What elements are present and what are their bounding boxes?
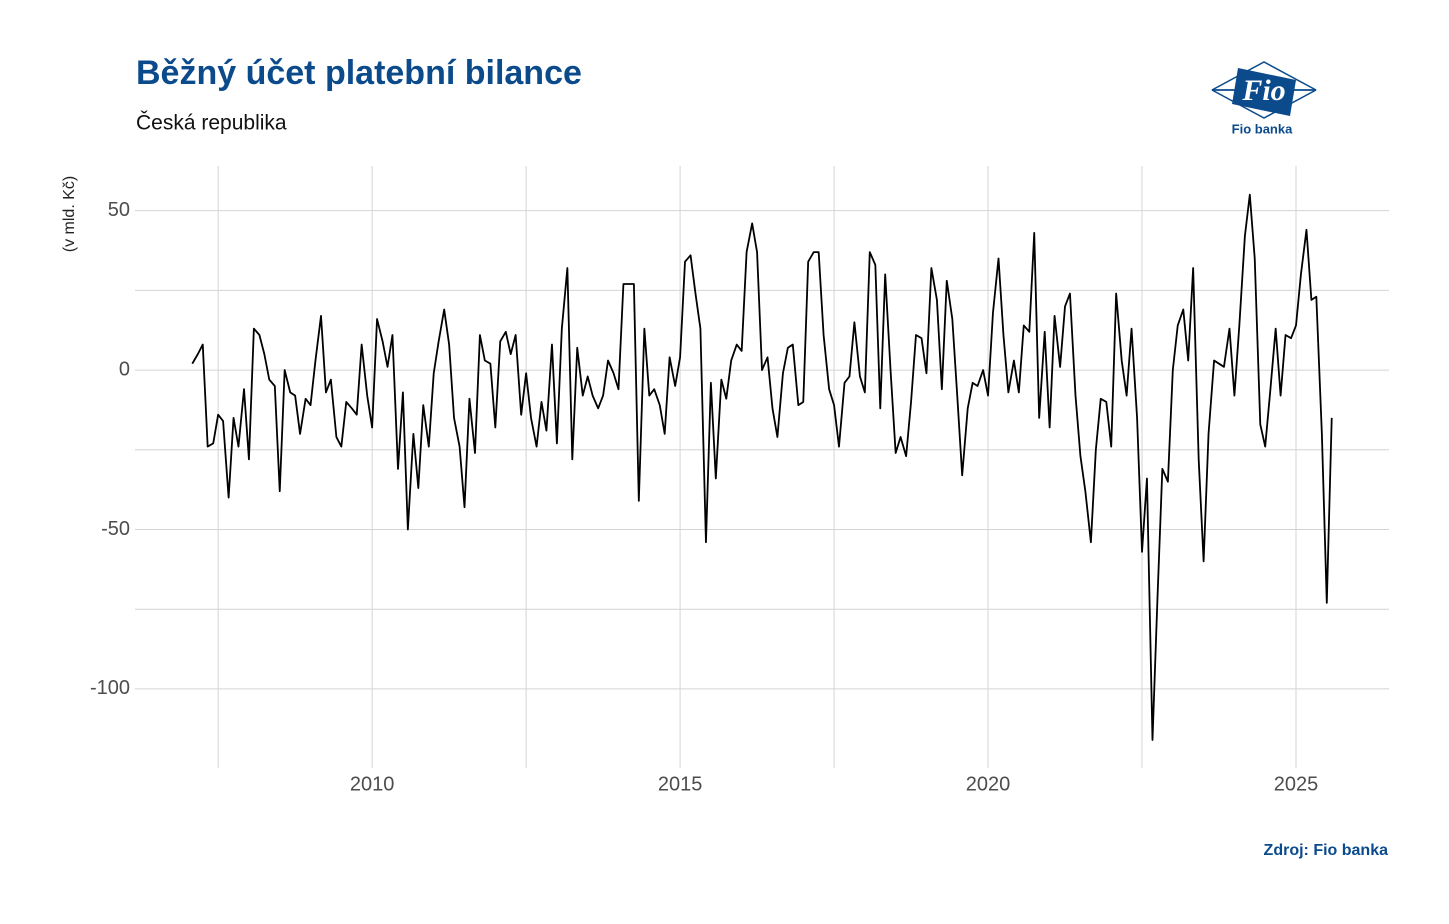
chart-title: Běžný účet platební bilance [136, 54, 582, 92]
y-tick-label: 0 [119, 358, 130, 380]
x-tick-label: 2015 [658, 773, 703, 795]
y-tick-label: -100 [90, 677, 130, 699]
data-line [191, 193, 1333, 741]
y-axis-label: (v mld. Kč) [61, 176, 78, 252]
x-tick-label: 2020 [966, 773, 1011, 795]
logo-shape [1232, 68, 1296, 116]
logo-name: Fio banka [1232, 121, 1293, 136]
logo: Fio Fio banka [1211, 61, 1317, 136]
y-tick-label: -50 [101, 518, 130, 540]
plot-area: 2010 2015 2020 2025 -100 -50 0 50 [90, 166, 1389, 795]
x-tick-label: 2010 [350, 773, 395, 795]
logo-mark: Fio [1241, 74, 1285, 107]
x-tick-label: 2025 [1274, 773, 1319, 795]
chart-subtitle: Česká republika [136, 112, 287, 135]
y-tick-label: 50 [108, 199, 130, 221]
source: Zdroj: Fio banka [1264, 842, 1389, 859]
